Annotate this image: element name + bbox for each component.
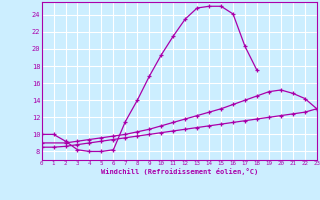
X-axis label: Windchill (Refroidissement éolien,°C): Windchill (Refroidissement éolien,°C) <box>100 168 258 175</box>
